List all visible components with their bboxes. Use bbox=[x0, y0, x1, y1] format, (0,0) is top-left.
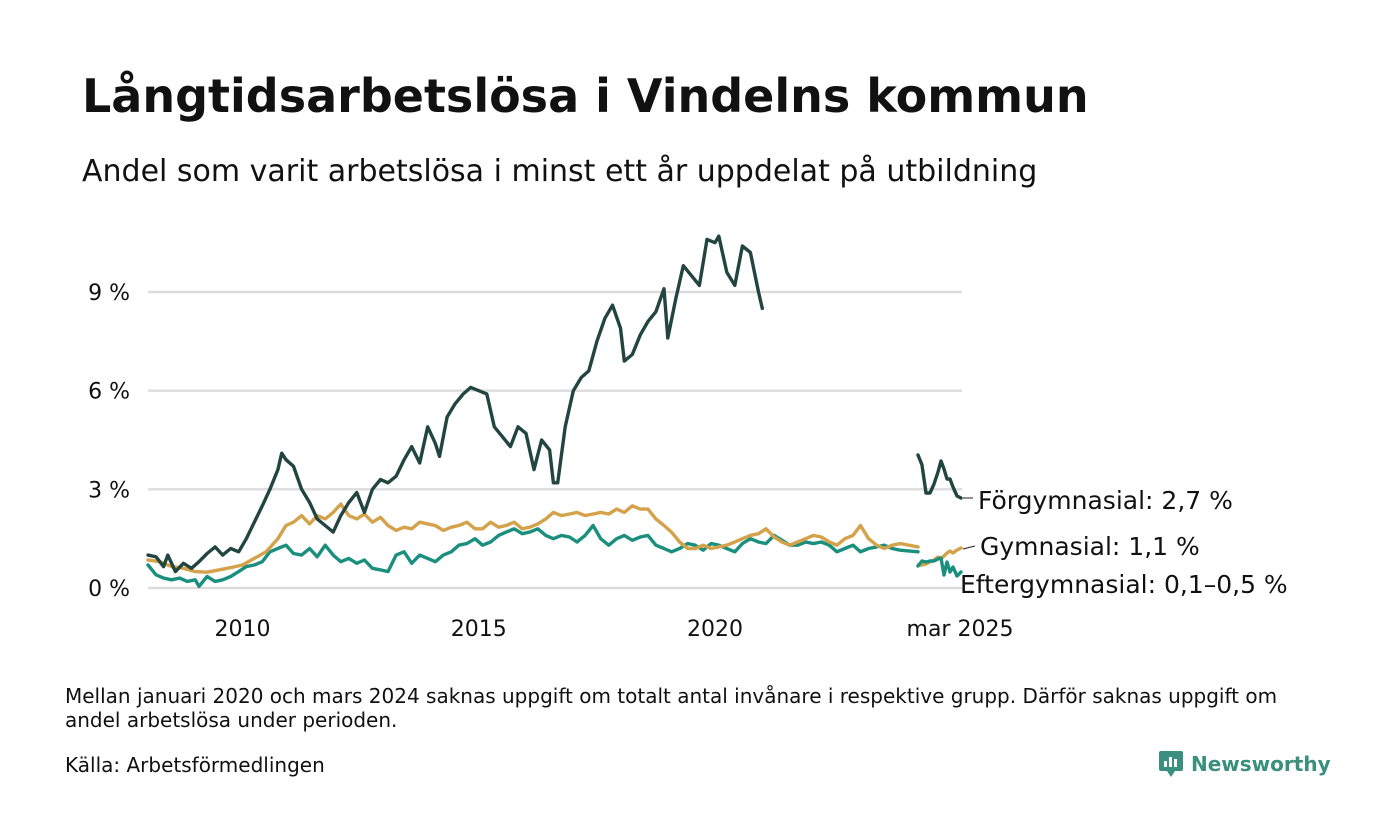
series-line-eftergymnasial bbox=[146, 523, 920, 589]
x-tick-label: 2015 bbox=[451, 617, 507, 642]
x-tick-label: 2020 bbox=[687, 617, 743, 642]
newsworthy-brand-name: Newsworthy bbox=[1191, 752, 1331, 776]
y-axis-ticks: 0 % 3 % 6 % 9 % bbox=[88, 281, 130, 602]
x-tick-label: 2010 bbox=[215, 617, 271, 642]
y-tick-label: 9 % bbox=[88, 281, 130, 306]
chart-title: Långtidsarbetslösa i Vindelns kommun bbox=[82, 69, 1089, 123]
chart-source: Källa: Arbetsförmedlingen bbox=[65, 753, 325, 777]
chart-subtitle: Andel som varit arbetslösa i minst ett å… bbox=[82, 154, 1038, 189]
label-connector bbox=[962, 545, 976, 550]
x-axis-ticks: 2010 2015 2020 mar 2025 bbox=[215, 617, 1014, 642]
series-line-recent-eftergymnasial bbox=[916, 556, 963, 578]
series-end-label: Eftergymnasial: 0,1–0,5 % bbox=[960, 570, 1288, 599]
y-tick-label: 3 % bbox=[88, 478, 130, 503]
series-lines bbox=[146, 234, 963, 589]
end-labels: Förgymnasial: 2,7 % Gymnasial: 1,1 % Efter… bbox=[960, 486, 1288, 599]
x-tick-label: mar 2025 bbox=[907, 617, 1014, 642]
y-tick-label: 6 % bbox=[88, 380, 130, 405]
newsworthy-brand[interactable]: Newsworthy bbox=[1158, 748, 1331, 780]
gridlines bbox=[148, 290, 962, 590]
newsworthy-logo-icon bbox=[1159, 751, 1183, 777]
series-end-label: Förgymnasial: 2,7 % bbox=[978, 486, 1233, 515]
line-chart: 0 % 3 % 6 % 9 % 2010 2015 2020 mar 2025 Förgym… bbox=[88, 234, 1288, 642]
series-line-gymnasial bbox=[146, 502, 920, 574]
series-line-recent-förgymnasial bbox=[916, 453, 963, 500]
series-line-förgymnasial bbox=[146, 234, 764, 574]
chart-note: Mellan januari 2020 och mars 2024 saknas… bbox=[65, 684, 1278, 733]
series-end-label: Gymnasial: 1,1 % bbox=[980, 532, 1200, 561]
y-tick-label: 0 % bbox=[88, 577, 130, 602]
